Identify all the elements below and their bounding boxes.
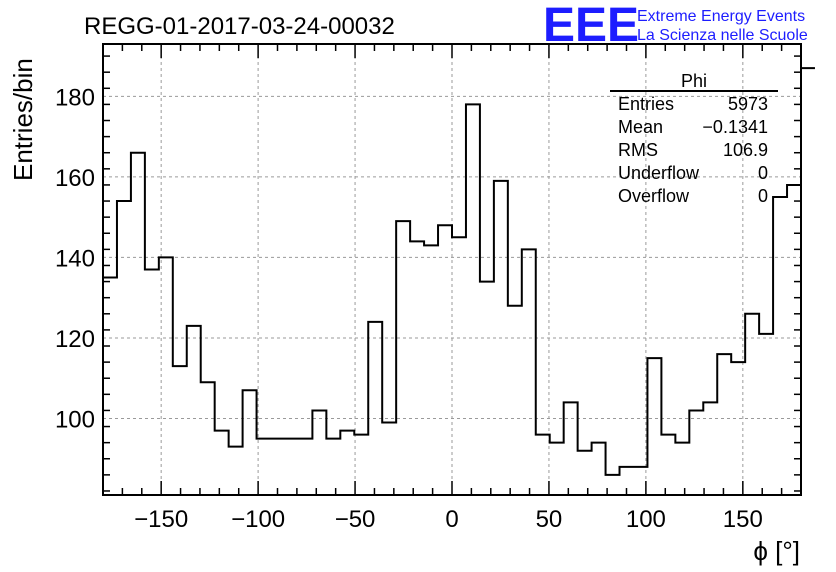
stats-label: Underflow <box>618 163 700 183</box>
x-tick-label: 150 <box>723 506 763 533</box>
y-tick-label: 180 <box>55 84 95 111</box>
x-tick-label: −100 <box>231 506 285 533</box>
stats-value: 106.9 <box>723 140 768 160</box>
stats-title: Phi <box>681 71 707 91</box>
y-tick-label: 160 <box>55 165 95 192</box>
stats-label: Entries <box>618 94 674 114</box>
histogram-outline <box>103 67 815 476</box>
y-tick-label: 120 <box>55 326 95 353</box>
stats-value: 0 <box>758 186 768 206</box>
eee-logo-line2: La Scienza nelle Scuole <box>637 27 808 44</box>
stats-label: Overflow <box>618 186 690 206</box>
eee-logo: EEE Extreme Energy Events La Scienza nel… <box>543 0 808 52</box>
stats-value: 0 <box>758 163 768 183</box>
chart-title: REGG-01-2017-03-24-00032 <box>84 13 395 40</box>
stats-label: Mean <box>618 117 663 137</box>
y-tick-labels: 100 120 140 160 180 <box>55 84 95 433</box>
y-axis-label: Entries/bin <box>8 58 38 181</box>
stats-value: 5973 <box>728 94 768 114</box>
eee-logo-line1: Extreme Energy Events <box>637 8 805 25</box>
plot-frame <box>102 43 802 496</box>
x-tick-label: 0 <box>445 506 458 533</box>
grid-lines <box>103 44 801 495</box>
x-axis-label: ϕ [°] <box>753 536 800 566</box>
x-tick-label: 50 <box>536 506 563 533</box>
x-tick-label: 100 <box>626 506 666 533</box>
y-tick-label: 140 <box>55 245 95 272</box>
stats-value: −0.1341 <box>702 117 768 137</box>
y-tick-label: 100 <box>55 406 95 433</box>
stats-box: Phi Entries 5973 Mean −0.1341 RMS 106.9 … <box>610 71 778 206</box>
x-tick-labels: −150 −100 −50 0 50 100 150 <box>134 506 763 533</box>
x-tick-label: −50 <box>335 506 376 533</box>
stats-label: RMS <box>618 140 658 160</box>
x-tick-label: −150 <box>134 506 188 533</box>
